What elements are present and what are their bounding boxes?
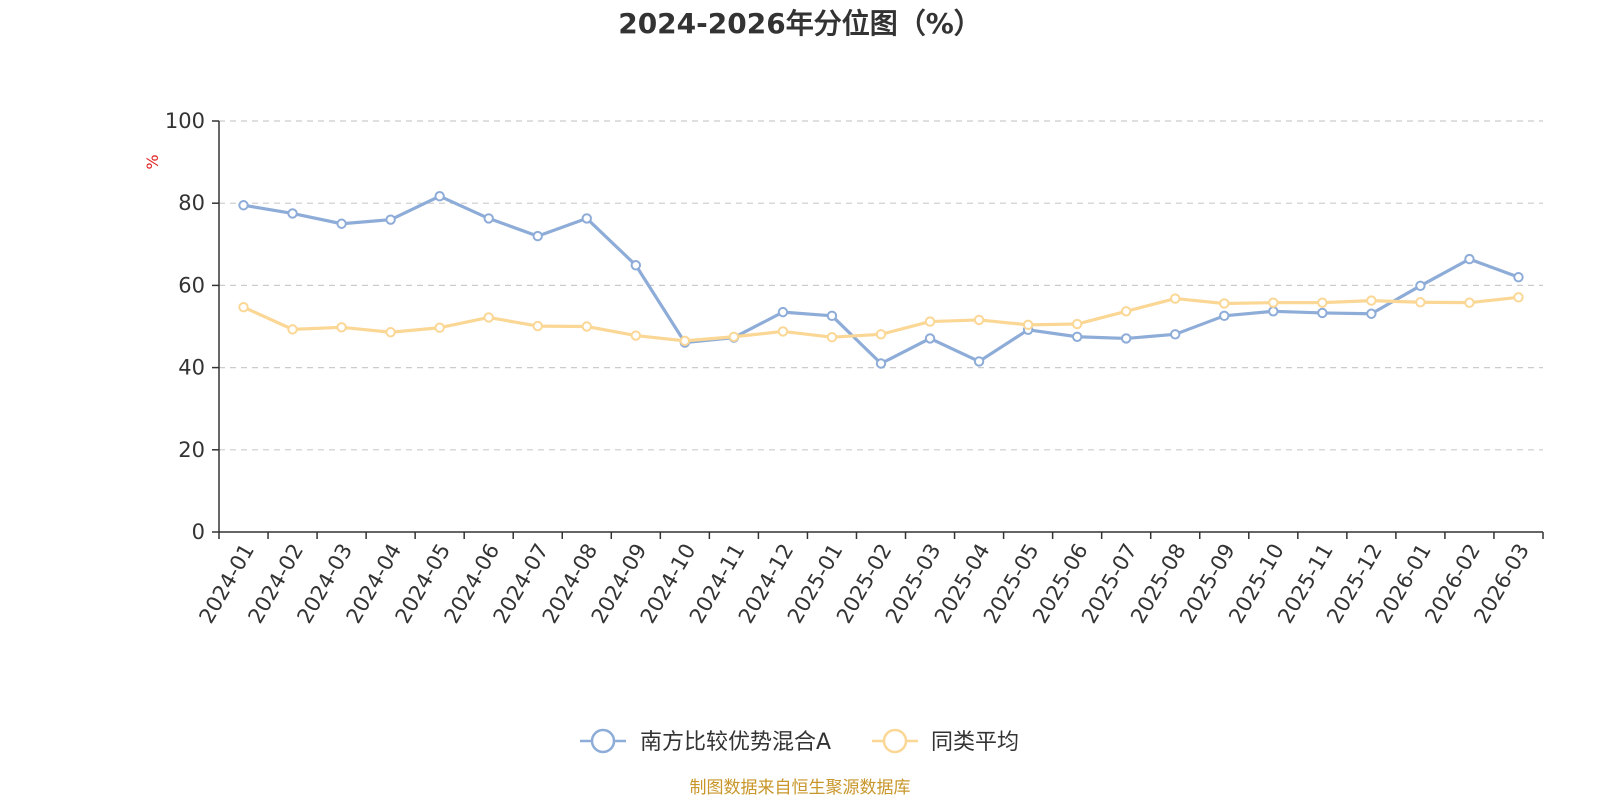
series-2-point-16[interactable] — [1022, 319, 1034, 331]
series-1-point-8[interactable] — [630, 260, 642, 271]
series-2-point-22[interactable] — [1317, 297, 1328, 308]
series-2-point-18[interactable] — [1120, 306, 1132, 317]
legend: 南方比较优势混合A 同类平均 — [580, 728, 1019, 755]
series-2-point-1[interactable] — [287, 324, 298, 335]
legend-label-series-1: 南方比较优势混合A — [640, 730, 831, 755]
series-1 — [238, 191, 1524, 369]
y-axis: 0 20 40 60 80 100 — [165, 109, 220, 544]
legend-label-series-2: 同类平均 — [931, 730, 1019, 755]
series-2-point-20[interactable] — [1219, 298, 1230, 309]
series-layer — [238, 191, 1524, 369]
series-2-point-9[interactable] — [679, 335, 691, 347]
series-2-point-2[interactable] — [336, 322, 347, 333]
series-2-point-7[interactable] — [581, 321, 592, 332]
series-1-point-15[interactable] — [973, 356, 985, 367]
series-2-point-8[interactable] — [630, 330, 642, 341]
legend-item-series-2[interactable]: 同类平均 — [872, 728, 1019, 755]
series-2-point-12[interactable] — [826, 331, 838, 343]
y-tick-label-2: 40 — [178, 356, 205, 380]
gridlines — [219, 120, 1543, 451]
series-2-point-21[interactable] — [1268, 297, 1279, 308]
series-1-point-2[interactable] — [336, 218, 347, 229]
series-1-point-21[interactable] — [1268, 306, 1279, 317]
series-2-point-26[interactable] — [1513, 292, 1524, 303]
series-1-point-3[interactable] — [385, 214, 396, 225]
y-tick-label-5: 100 — [165, 109, 205, 133]
series-1-point-19[interactable] — [1170, 329, 1181, 340]
x-axis: 2024-012024-022024-032024-042024-052024-… — [194, 531, 1544, 627]
series-2-point-10[interactable] — [728, 331, 740, 342]
series-2-point-3[interactable] — [385, 327, 396, 338]
series-1-point-25[interactable] — [1464, 253, 1475, 265]
chart-title: 2024-2026年分位图（%） — [618, 7, 982, 40]
series-2-point-6[interactable] — [532, 320, 543, 332]
series-2-point-11[interactable] — [777, 326, 789, 337]
series-1-point-24[interactable] — [1415, 280, 1426, 292]
y-tick-label-1: 20 — [178, 438, 205, 462]
series-2-point-0[interactable] — [238, 301, 249, 313]
series-1-point-5[interactable] — [483, 213, 494, 224]
series-1-point-14[interactable] — [924, 333, 936, 344]
series-2-point-25[interactable] — [1464, 297, 1475, 308]
series-1-point-12[interactable] — [826, 310, 838, 322]
series-1-point-4[interactable] — [434, 191, 445, 202]
series-2 — [238, 292, 1524, 347]
series-1-point-6[interactable] — [532, 230, 543, 242]
series-1-point-13[interactable] — [875, 358, 887, 369]
y-tick-label-4: 80 — [178, 191, 205, 215]
legend-item-series-1[interactable]: 南方比较优势混合A — [580, 728, 831, 755]
series-2-point-19[interactable] — [1170, 293, 1181, 304]
series-1-point-23[interactable] — [1366, 308, 1377, 319]
y-tick-label-3: 60 — [178, 273, 205, 297]
series-1-point-11[interactable] — [777, 306, 789, 318]
legend-marker-series-2 — [882, 728, 908, 754]
series-2-point-24[interactable] — [1415, 297, 1426, 308]
series-2-point-13[interactable] — [875, 329, 887, 340]
source-note: 制图数据来自恒生聚源数据库 — [690, 778, 911, 798]
series-1-point-7[interactable] — [581, 213, 592, 224]
series-1-point-26[interactable] — [1513, 271, 1524, 283]
series-1-point-1[interactable] — [287, 208, 298, 219]
series-1-point-20[interactable] — [1219, 310, 1230, 322]
series-2-point-4[interactable] — [434, 322, 445, 333]
y-tick-label-0: 0 — [192, 520, 205, 544]
series-1-point-22[interactable] — [1317, 307, 1328, 319]
series-2-point-5[interactable] — [483, 312, 494, 323]
series-1-point-0[interactable] — [238, 200, 249, 211]
series-2-point-14[interactable] — [924, 316, 936, 327]
series-1-point-18[interactable] — [1120, 333, 1132, 344]
series-2-point-15[interactable] — [973, 314, 985, 326]
legend-marker-series-1 — [590, 728, 616, 754]
series-2-point-23[interactable] — [1366, 295, 1377, 306]
series-2-point-17[interactable] — [1071, 318, 1083, 330]
y-axis-unit-label: % — [143, 154, 162, 169]
series-1-point-17[interactable] — [1071, 331, 1083, 342]
